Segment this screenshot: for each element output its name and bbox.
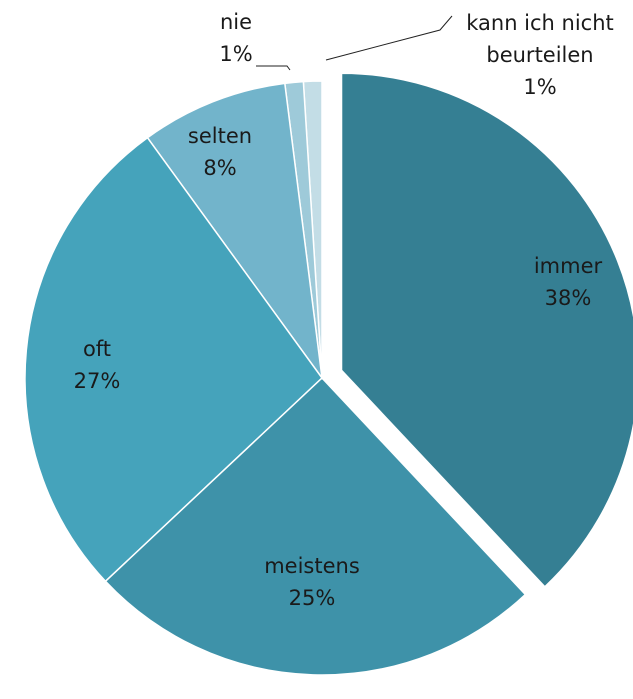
category-label: kann ich nicht beurteilen (466, 11, 614, 67)
category-label: oft (82, 337, 112, 361)
pie-slice (24, 136, 323, 583)
slice-label: oft 27% (47, 333, 147, 397)
category-label: nie (219, 10, 253, 34)
slice-label: nie 1% (206, 6, 266, 70)
pie-slice (340, 72, 633, 588)
slice-label: immer 38% (508, 250, 628, 314)
value-label: 1% (219, 42, 253, 66)
category-label: selten (187, 124, 253, 148)
pie-slice (104, 376, 527, 676)
leader-line (325, 15, 453, 61)
value-label: 25% (288, 586, 336, 610)
value-label: 27% (73, 369, 121, 393)
pie-slice (146, 82, 323, 379)
value-label: 1% (523, 75, 557, 99)
slice-label: selten 8% (175, 120, 265, 184)
slice-label: kann ich nicht beurteilen 1% (445, 7, 633, 103)
category-label: immer (533, 254, 603, 278)
leader-line (256, 65, 291, 71)
value-label: 8% (203, 156, 237, 180)
category-label: meistens (264, 554, 360, 578)
value-label: 38% (544, 286, 592, 310)
slice-label: meistens 25% (242, 550, 382, 614)
